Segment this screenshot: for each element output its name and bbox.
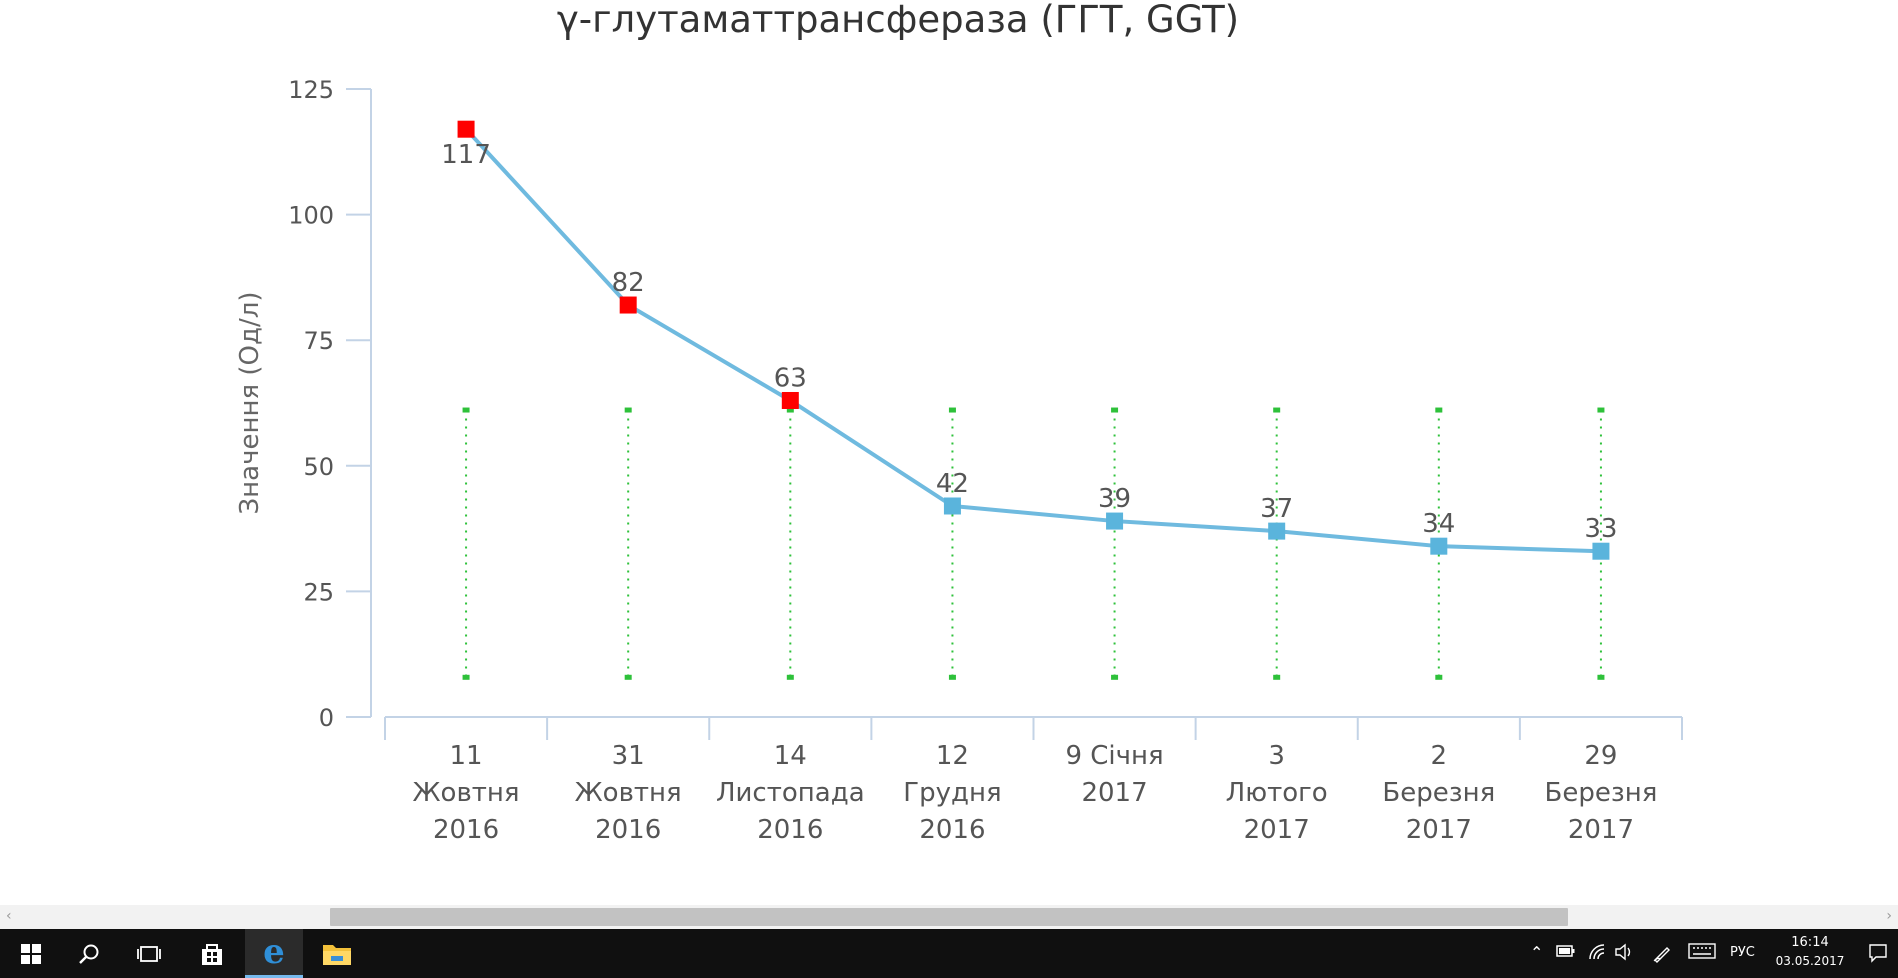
pen-workspace-icon[interactable] (1652, 943, 1672, 967)
reference-range-lower-marker (1435, 674, 1443, 680)
action-center-icon[interactable] (1868, 943, 1888, 967)
x-tick-label: 14 Листопада 2016 (716, 741, 865, 845)
reference-range-upper-marker (462, 407, 470, 413)
x-tick-label: 29 Березня 2017 (1545, 741, 1658, 845)
file-explorer-button[interactable] (308, 929, 366, 978)
volume-icon[interactable] (1614, 943, 1634, 965)
y-tick-label: 50 (303, 453, 334, 481)
data-point (1106, 512, 1124, 530)
data-point (1268, 522, 1286, 540)
battery-icon[interactable] (1556, 943, 1576, 962)
reference-range-upper-marker (1111, 407, 1119, 413)
y-tick-label: 100 (288, 202, 334, 230)
reference-range-upper-marker (948, 407, 956, 413)
scroll-left-icon[interactable]: ‹ (6, 908, 12, 924)
edge-browser-icon: e (263, 932, 285, 972)
chart-title: γ-глутаматтрансфераза (ГГТ, GGT) (557, 0, 1239, 41)
data-label: 63 (774, 363, 807, 393)
data-point (1592, 542, 1610, 560)
file-explorer-icon (323, 944, 351, 965)
series-line (464, 127, 1601, 554)
data-label: 37 (1260, 494, 1293, 524)
y-tick-label: 25 (303, 578, 334, 606)
start-button[interactable] (2, 929, 60, 978)
clock-time: 16:14 (1791, 935, 1829, 950)
x-tick-label: 31 Жовтня 2016 (575, 741, 682, 845)
y-tick-label: 125 (288, 76, 334, 104)
store-button[interactable] (183, 929, 241, 978)
scroll-right-icon[interactable]: › (1886, 908, 1892, 924)
y-tick-label: 0 (319, 704, 334, 732)
reference-range-lower-marker (786, 674, 794, 680)
x-tick-label: 2 Березня 2017 (1382, 741, 1495, 845)
input-language-indicator[interactable]: РУС (1730, 945, 1755, 960)
y-tick-label: 75 (303, 327, 334, 355)
search-button[interactable] (60, 929, 118, 978)
touch-keyboard-icon[interactable] (1688, 943, 1716, 963)
reference-range-upper-marker (786, 407, 794, 413)
data-point (943, 497, 961, 515)
scrollbar-thumb[interactable] (330, 908, 1568, 926)
reference-range-lower-marker (948, 674, 956, 680)
taskbar: e ⌃ РУС 16:14 03.05.2017 (0, 929, 1898, 978)
reference-range-lower-marker (462, 674, 470, 680)
edge-browser-button[interactable]: e (245, 929, 303, 978)
show-hidden-icons-icon[interactable]: ⌃ (1530, 943, 1544, 962)
reference-range-upper-marker (624, 407, 632, 413)
x-tick-label: 12 Грудня 2016 (903, 741, 1001, 845)
data-label: 33 (1584, 514, 1617, 544)
data-label: 117 (441, 140, 491, 170)
task-view-button[interactable] (120, 929, 178, 978)
reference-range-lower-marker (1111, 674, 1119, 680)
reference-range-lower-marker (624, 674, 632, 680)
data-point (619, 296, 637, 314)
reference-range-upper-marker (1435, 407, 1443, 413)
task-view-icon (137, 945, 161, 962)
reference-range-lower-marker (1597, 674, 1605, 680)
y-axis-label: Значення (Од/л) (235, 292, 265, 515)
data-label: 34 (1422, 509, 1455, 539)
wifi-icon[interactable] (1588, 943, 1608, 965)
clock-date: 03.05.2017 (1775, 954, 1845, 968)
data-point (457, 120, 475, 138)
x-tick-label: 11 Жовтня 2016 (413, 741, 520, 845)
search-icon (79, 944, 99, 964)
horizontal-scrollbar[interactable]: ‹ › (0, 905, 1898, 929)
x-tick-label: 3 Лютого 2017 (1226, 741, 1328, 845)
system-clock[interactable]: 16:14 03.05.2017 (1775, 934, 1845, 970)
store-icon (202, 943, 222, 965)
windows-logo-icon (21, 943, 41, 964)
data-label: 42 (936, 469, 969, 499)
reference-range-upper-marker (1273, 407, 1281, 413)
data-label: 39 (1098, 484, 1131, 514)
reference-range-lower-marker (1273, 674, 1281, 680)
data-point (1430, 537, 1448, 555)
x-tick-label: 9 Січня 2017 (1065, 741, 1163, 808)
data-label: 82 (612, 268, 645, 298)
ggt-chart: γ-глутаматтрансфераза (ГГТ, GGT) Значенн… (235, 0, 1683, 845)
data-point (781, 391, 799, 409)
reference-range-upper-marker (1597, 407, 1605, 413)
